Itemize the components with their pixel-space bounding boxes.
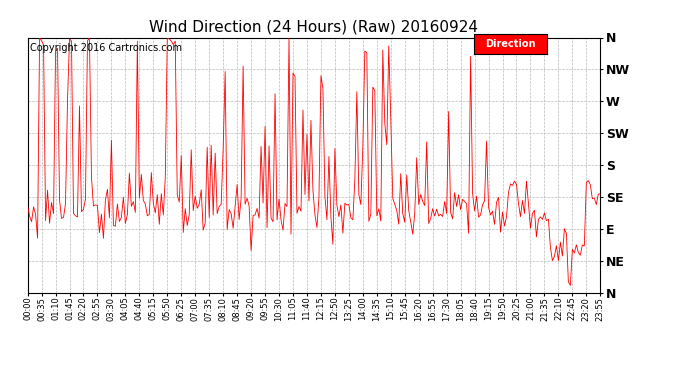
Text: Direction: Direction — [486, 39, 536, 49]
Title: Wind Direction (24 Hours) (Raw) 20160924: Wind Direction (24 Hours) (Raw) 20160924 — [150, 20, 478, 35]
Text: Copyright 2016 Cartronics.com: Copyright 2016 Cartronics.com — [30, 43, 182, 52]
